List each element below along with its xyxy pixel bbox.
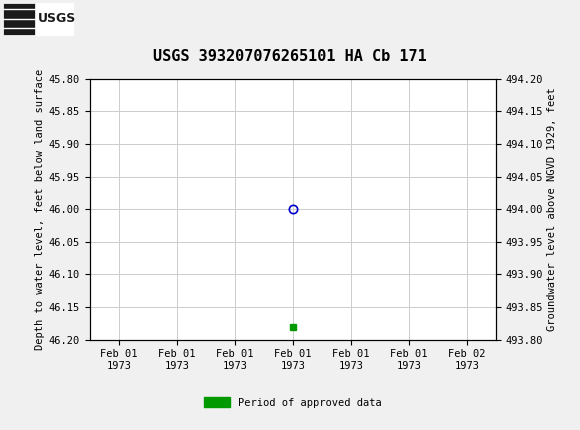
Y-axis label: Depth to water level, feet below land surface: Depth to water level, feet below land su… <box>35 68 45 350</box>
Legend: Period of approved data: Period of approved data <box>200 393 386 412</box>
Text: USGS: USGS <box>38 12 76 25</box>
Text: USGS 393207076265101 HA Cb 171: USGS 393207076265101 HA Cb 171 <box>153 49 427 64</box>
Bar <box>3 3 35 35</box>
Y-axis label: Groundwater level above NGVD 1929, feet: Groundwater level above NGVD 1929, feet <box>548 87 557 331</box>
Bar <box>3 3 72 35</box>
